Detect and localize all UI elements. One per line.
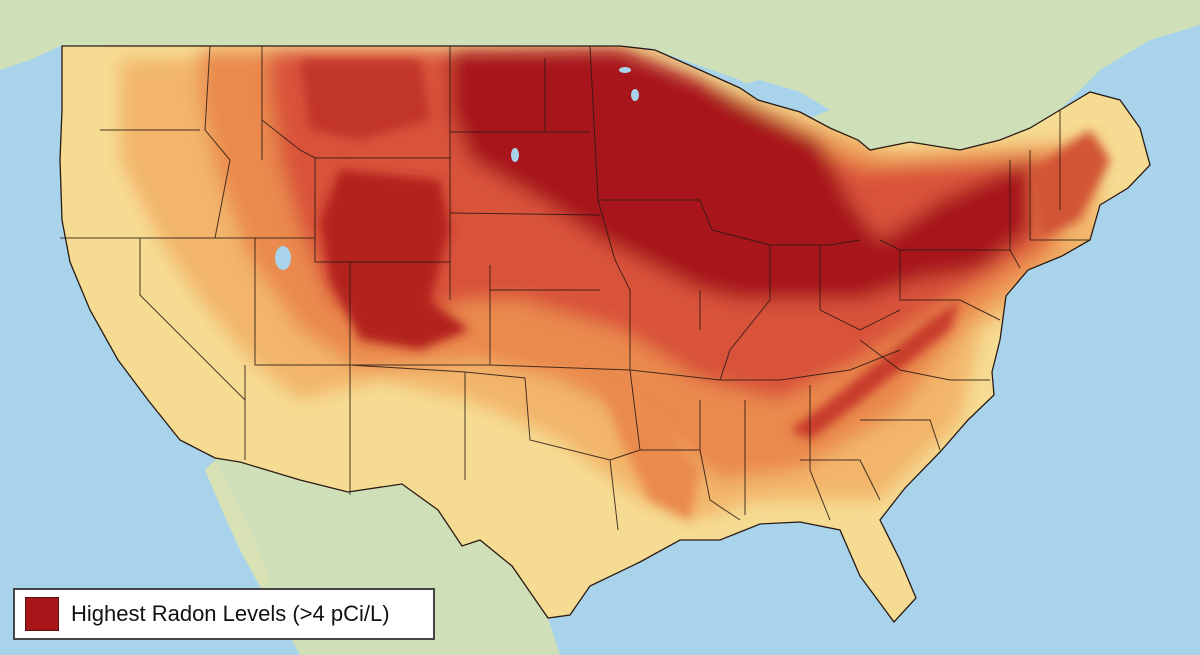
inland-water: [275, 67, 639, 270]
baja-peninsula: [205, 460, 270, 590]
canada-landmass: [0, 0, 1200, 165]
state-borders: [60, 45, 1090, 531]
map-legend: Highest Radon Levels (>4 pCi/L): [13, 588, 435, 640]
legend-swatch: [25, 597, 59, 631]
legend-label: Highest Radon Levels (>4 pCi/L): [71, 601, 390, 626]
